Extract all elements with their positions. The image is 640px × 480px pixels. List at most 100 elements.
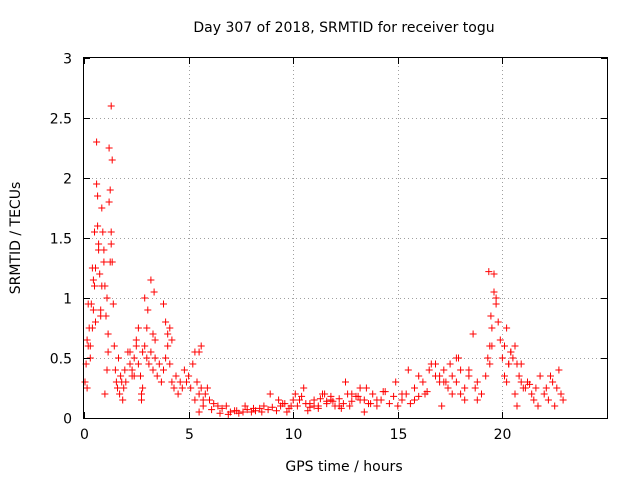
data-point <box>121 366 129 374</box>
data-point <box>208 406 216 414</box>
data-point <box>348 397 356 405</box>
data-point <box>138 396 145 404</box>
data-point <box>104 348 112 356</box>
data-point <box>139 384 147 392</box>
data-point <box>457 366 465 374</box>
data-point <box>239 408 247 416</box>
data-point <box>83 336 91 344</box>
data-point <box>130 354 138 362</box>
data-point <box>218 404 226 412</box>
data-point <box>111 366 119 374</box>
x-tick-label: 5 <box>185 427 194 443</box>
data-point <box>119 396 127 404</box>
data-point <box>310 396 318 404</box>
data-point <box>473 396 481 404</box>
data-point <box>465 366 473 374</box>
data-point <box>191 396 199 404</box>
data-point <box>93 138 101 146</box>
data-point <box>100 258 108 266</box>
data-point <box>517 378 525 386</box>
data-point <box>486 360 494 368</box>
y-tick-label: 3 <box>63 52 72 68</box>
data-point <box>130 372 138 380</box>
data-point <box>91 282 98 290</box>
data-point <box>487 312 495 320</box>
data-point <box>398 390 406 398</box>
data-point <box>488 324 496 332</box>
data-point <box>411 384 418 392</box>
data-point <box>89 306 97 314</box>
data-point <box>559 396 567 404</box>
data-point <box>465 372 473 380</box>
data-point <box>394 402 402 410</box>
data-point <box>243 406 251 414</box>
data-point <box>137 372 144 380</box>
data-point <box>92 318 99 326</box>
data-point <box>197 342 205 350</box>
data-point <box>482 372 490 380</box>
data-point <box>166 324 174 332</box>
data-point <box>501 372 508 380</box>
y-axis-label: SRMTID / TECUs <box>8 182 24 295</box>
data-point <box>199 402 207 410</box>
data-point <box>492 294 500 302</box>
data-point <box>496 336 504 344</box>
data-point <box>448 390 456 398</box>
data-point <box>210 400 218 408</box>
data-point <box>106 258 114 266</box>
data-point <box>557 390 565 398</box>
data-point <box>291 390 299 398</box>
data-point <box>369 390 377 398</box>
data-point <box>356 396 364 404</box>
data-point <box>92 264 99 272</box>
data-point <box>498 354 506 362</box>
data-point <box>452 378 460 386</box>
x-tick-label: 10 <box>285 427 303 443</box>
data-point <box>404 366 412 374</box>
data-point <box>128 366 136 374</box>
data-point <box>473 378 481 386</box>
data-point <box>183 378 190 386</box>
data-point <box>224 410 232 418</box>
data-point <box>323 400 331 408</box>
data-point <box>94 192 102 200</box>
data-point <box>109 300 117 308</box>
data-point <box>268 403 276 411</box>
data-point <box>461 396 469 404</box>
chart-title: Day 307 of 2018, SRMTID for receiver tog… <box>193 20 494 36</box>
data-point <box>97 306 105 314</box>
data-point <box>91 228 98 236</box>
data-point <box>101 390 109 398</box>
data-point <box>555 366 563 374</box>
y-tick-label: 1.5 <box>50 232 72 248</box>
data-point <box>296 396 303 404</box>
data-point <box>455 354 462 362</box>
data-point <box>150 288 158 296</box>
data-point <box>298 392 306 400</box>
data-point <box>490 270 498 278</box>
data-point <box>250 404 257 412</box>
data-point <box>260 402 268 410</box>
data-point <box>189 360 197 368</box>
data-point <box>287 402 295 410</box>
data-point <box>511 342 519 350</box>
data-point <box>547 372 554 380</box>
data-point <box>195 348 203 356</box>
data-point <box>115 354 122 362</box>
data-point <box>310 402 318 410</box>
data-point <box>478 390 485 398</box>
data-point <box>505 360 513 368</box>
data-point <box>511 390 519 398</box>
data-point <box>132 336 140 344</box>
data-point <box>143 354 151 362</box>
data-point <box>176 378 184 386</box>
data-point <box>509 354 517 362</box>
data-point <box>335 395 343 403</box>
data-point <box>337 404 345 412</box>
data-point <box>153 372 161 380</box>
data-point <box>99 228 107 236</box>
data-point <box>283 408 291 416</box>
data-point <box>513 402 521 410</box>
data-point <box>354 392 362 400</box>
